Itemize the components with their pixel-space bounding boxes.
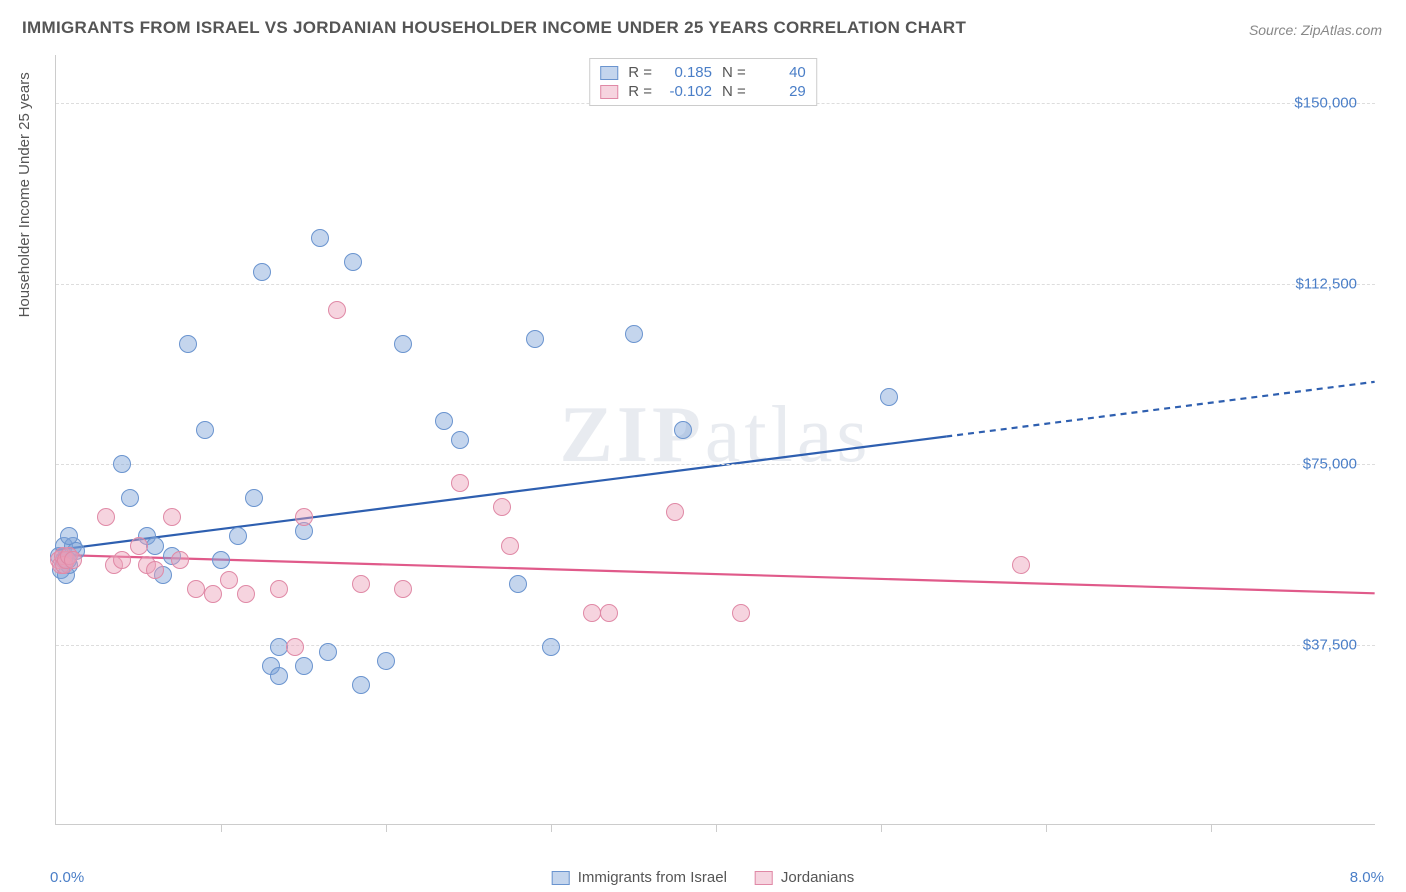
data-point <box>121 489 139 507</box>
data-point <box>204 585 222 603</box>
y-axis-title: Householder Income Under 25 years <box>16 72 33 317</box>
data-point <box>229 527 247 545</box>
trend-line-solid <box>56 436 946 550</box>
data-point <box>179 335 197 353</box>
data-point <box>435 412 453 430</box>
gridline <box>56 284 1375 285</box>
data-point <box>64 551 82 569</box>
data-point <box>394 335 412 353</box>
data-point <box>212 551 230 569</box>
x-tick <box>881 824 882 832</box>
data-point <box>60 527 78 545</box>
data-point <box>286 638 304 656</box>
r-value: 0.185 <box>662 64 712 81</box>
data-point <box>171 551 189 569</box>
data-point <box>270 667 288 685</box>
n-label: N = <box>722 64 746 81</box>
stats-legend: R = 0.185 N = 40 R = -0.102 N = 29 <box>589 58 817 106</box>
data-point <box>187 580 205 598</box>
data-point <box>352 676 370 694</box>
data-point <box>253 263 271 281</box>
trend-lines <box>56 55 1375 824</box>
data-point <box>625 325 643 343</box>
data-point <box>319 643 337 661</box>
data-point <box>1012 556 1030 574</box>
r-value: -0.102 <box>662 83 712 100</box>
data-point <box>501 537 519 555</box>
x-tick <box>1046 824 1047 832</box>
data-point <box>583 604 601 622</box>
data-point <box>311 229 329 247</box>
legend-item: Jordanians <box>755 869 854 886</box>
r-label: R = <box>628 64 652 81</box>
legend-item: Immigrants from Israel <box>552 869 727 886</box>
data-point <box>295 508 313 526</box>
data-point <box>732 604 750 622</box>
n-label: N = <box>722 83 746 100</box>
data-point <box>451 431 469 449</box>
x-axis-max-label: 8.0% <box>1350 869 1384 886</box>
series-legend: Immigrants from Israel Jordanians <box>552 869 855 886</box>
x-axis-min-label: 0.0% <box>50 869 84 886</box>
stats-row: R = -0.102 N = 29 <box>600 82 806 101</box>
y-tick-label: $150,000 <box>1294 95 1357 112</box>
data-point <box>674 421 692 439</box>
data-point <box>146 537 164 555</box>
data-point <box>526 330 544 348</box>
y-tick-label: $75,000 <box>1303 456 1357 473</box>
watermark: ZIPatlas <box>560 389 872 480</box>
y-tick-label: $37,500 <box>1303 636 1357 653</box>
data-point <box>344 253 362 271</box>
data-point <box>880 388 898 406</box>
data-point <box>130 537 148 555</box>
legend-label: Immigrants from Israel <box>578 869 727 886</box>
data-point <box>394 580 412 598</box>
x-tick <box>386 824 387 832</box>
n-value: 40 <box>756 64 806 81</box>
data-point <box>509 575 527 593</box>
data-point <box>270 638 288 656</box>
data-point <box>451 474 469 492</box>
data-point <box>97 508 115 526</box>
data-point <box>666 503 684 521</box>
legend-swatch <box>600 66 618 80</box>
x-tick <box>551 824 552 832</box>
data-point <box>270 580 288 598</box>
data-point <box>245 489 263 507</box>
r-label: R = <box>628 83 652 100</box>
data-point <box>377 652 395 670</box>
legend-swatch <box>552 871 570 885</box>
data-point <box>220 571 238 589</box>
trend-line-solid <box>56 555 1374 593</box>
plot-area: ZIPatlas $37,500 $75,000 $112,500 $150,000 <box>55 55 1375 825</box>
source-credit: Source: ZipAtlas.com <box>1249 22 1382 38</box>
x-tick <box>716 824 717 832</box>
data-point <box>113 455 131 473</box>
gridline <box>56 645 1375 646</box>
trend-line-dashed <box>946 382 1374 437</box>
data-point <box>163 508 181 526</box>
legend-swatch <box>600 85 618 99</box>
data-point <box>493 498 511 516</box>
data-point <box>113 551 131 569</box>
y-tick-label: $112,500 <box>1296 275 1357 292</box>
data-point <box>295 657 313 675</box>
x-tick <box>221 824 222 832</box>
legend-label: Jordanians <box>781 869 854 886</box>
data-point <box>328 301 346 319</box>
data-point <box>600 604 618 622</box>
data-point <box>237 585 255 603</box>
legend-swatch <box>755 871 773 885</box>
gridline <box>56 464 1375 465</box>
stats-row: R = 0.185 N = 40 <box>600 63 806 82</box>
data-point <box>542 638 560 656</box>
chart-title: IMMIGRANTS FROM ISRAEL VS JORDANIAN HOUS… <box>22 18 966 38</box>
data-point <box>146 561 164 579</box>
data-point <box>352 575 370 593</box>
n-value: 29 <box>756 83 806 100</box>
data-point <box>196 421 214 439</box>
x-tick <box>1211 824 1212 832</box>
